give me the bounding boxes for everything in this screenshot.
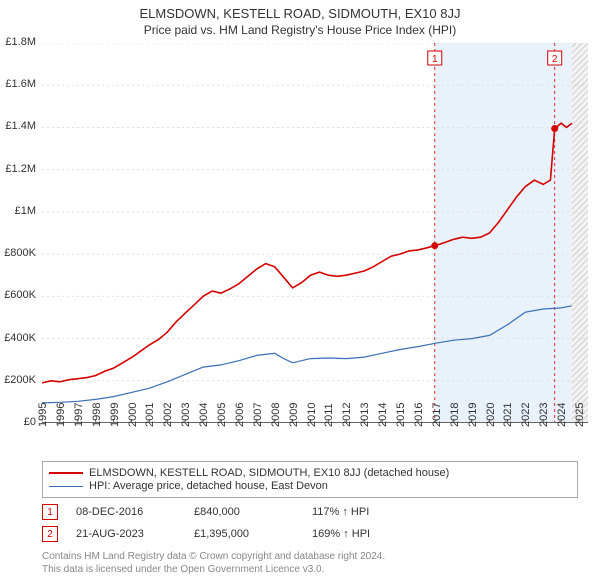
plot-svg: 12 <box>42 43 588 423</box>
xtick-label: 1999 <box>109 403 121 427</box>
xtick-label: 2007 <box>252 403 264 427</box>
ytick-label: £1M <box>15 205 36 217</box>
transaction-badge: 1 <box>42 504 58 520</box>
transaction-rows: 1 08-DEC-2016 £840,000 117% ↑ HPI 2 21-AUG-20… <box>0 504 600 542</box>
xtick-label: 1995 <box>37 403 49 427</box>
transaction-date: 08-DEC-2016 <box>76 506 176 518</box>
legend-swatch <box>49 472 83 474</box>
legend-row: ELMSDOWN, KESTELL ROAD, SIDMOUTH, EX10 8… <box>49 467 571 479</box>
xtick-label: 2018 <box>449 403 461 427</box>
xtick-label: 2014 <box>377 403 389 427</box>
ytick-label: £1.4M <box>5 120 36 132</box>
transaction-hpi: 117% ↑ HPI <box>312 506 369 518</box>
ytick-label: £600K <box>4 289 36 301</box>
transaction-hpi: 169% ↑ HPI <box>312 528 370 540</box>
page-title: ELMSDOWN, KESTELL ROAD, SIDMOUTH, EX10 8… <box>0 6 600 21</box>
transaction-badge: 2 <box>42 526 58 542</box>
transaction-price: £1,395,000 <box>194 528 294 540</box>
xtick-label: 2015 <box>395 403 407 427</box>
xtick-label: 2011 <box>323 403 335 427</box>
xtick-label: 2001 <box>144 403 156 427</box>
xtick-label: 2006 <box>234 403 246 427</box>
transaction-row: 1 08-DEC-2016 £840,000 117% ↑ HPI <box>42 504 600 520</box>
xtick-label: 2020 <box>485 403 497 427</box>
transaction-price: £840,000 <box>194 506 294 518</box>
transaction-row: 2 21-AUG-2023 £1,395,000 169% ↑ HPI <box>42 526 600 542</box>
xtick-label: 2022 <box>520 403 532 427</box>
page-subtitle: Price paid vs. HM Land Registry's House … <box>0 23 600 37</box>
legend-label: ELMSDOWN, KESTELL ROAD, SIDMOUTH, EX10 8… <box>89 467 449 479</box>
chart: 12 £0£200K£400K£600K£800K£1M£1.2M£1.4M£1… <box>42 43 588 423</box>
xtick-label: 1998 <box>91 403 103 427</box>
xtick-label: 2025 <box>574 403 586 427</box>
xtick-label: 2019 <box>467 403 479 427</box>
x-axis-labels: 1995199619971998199920002001200220032004… <box>42 423 588 463</box>
svg-text:2: 2 <box>552 54 558 65</box>
xtick-label: 1996 <box>55 403 67 427</box>
xtick-label: 2021 <box>502 403 514 427</box>
xtick-label: 2016 <box>413 403 425 427</box>
xtick-label: 2005 <box>216 403 228 427</box>
legend-row: HPI: Average price, detached house, East… <box>49 480 571 492</box>
licence-line: Contains HM Land Registry data © Crown c… <box>42 550 588 563</box>
xtick-label: 2017 <box>431 403 443 427</box>
xtick-label: 2023 <box>538 403 550 427</box>
ytick-label: £0 <box>24 416 36 428</box>
y-axis-labels: £0£200K£400K£600K£800K£1M£1.2M£1.4M£1.6M… <box>0 43 40 423</box>
xtick-label: 2002 <box>162 403 174 427</box>
xtick-label: 2024 <box>556 403 568 427</box>
licence-text: Contains HM Land Registry data © Crown c… <box>42 550 588 576</box>
legend-label: HPI: Average price, detached house, East… <box>89 480 328 492</box>
xtick-label: 2004 <box>198 403 210 427</box>
xtick-label: 2009 <box>288 403 300 427</box>
legend: ELMSDOWN, KESTELL ROAD, SIDMOUTH, EX10 8… <box>42 461 578 498</box>
xtick-label: 2003 <box>180 403 192 427</box>
svg-text:1: 1 <box>432 54 438 65</box>
ytick-label: £1.8M <box>5 36 36 48</box>
transaction-date: 21-AUG-2023 <box>76 528 176 540</box>
ytick-label: £400K <box>4 332 36 344</box>
xtick-label: 1997 <box>73 403 85 427</box>
licence-line: This data is licensed under the Open Gov… <box>42 563 588 576</box>
xtick-label: 2013 <box>359 403 371 427</box>
xtick-label: 2000 <box>127 403 139 427</box>
legend-swatch <box>49 486 83 487</box>
xtick-label: 2010 <box>306 403 318 427</box>
ytick-label: £800K <box>4 247 36 259</box>
ytick-label: £1.2M <box>5 163 36 175</box>
ytick-label: £1.6M <box>5 78 36 90</box>
xtick-label: 2008 <box>270 403 282 427</box>
xtick-label: 2012 <box>341 403 353 427</box>
ytick-label: £200K <box>4 374 36 386</box>
